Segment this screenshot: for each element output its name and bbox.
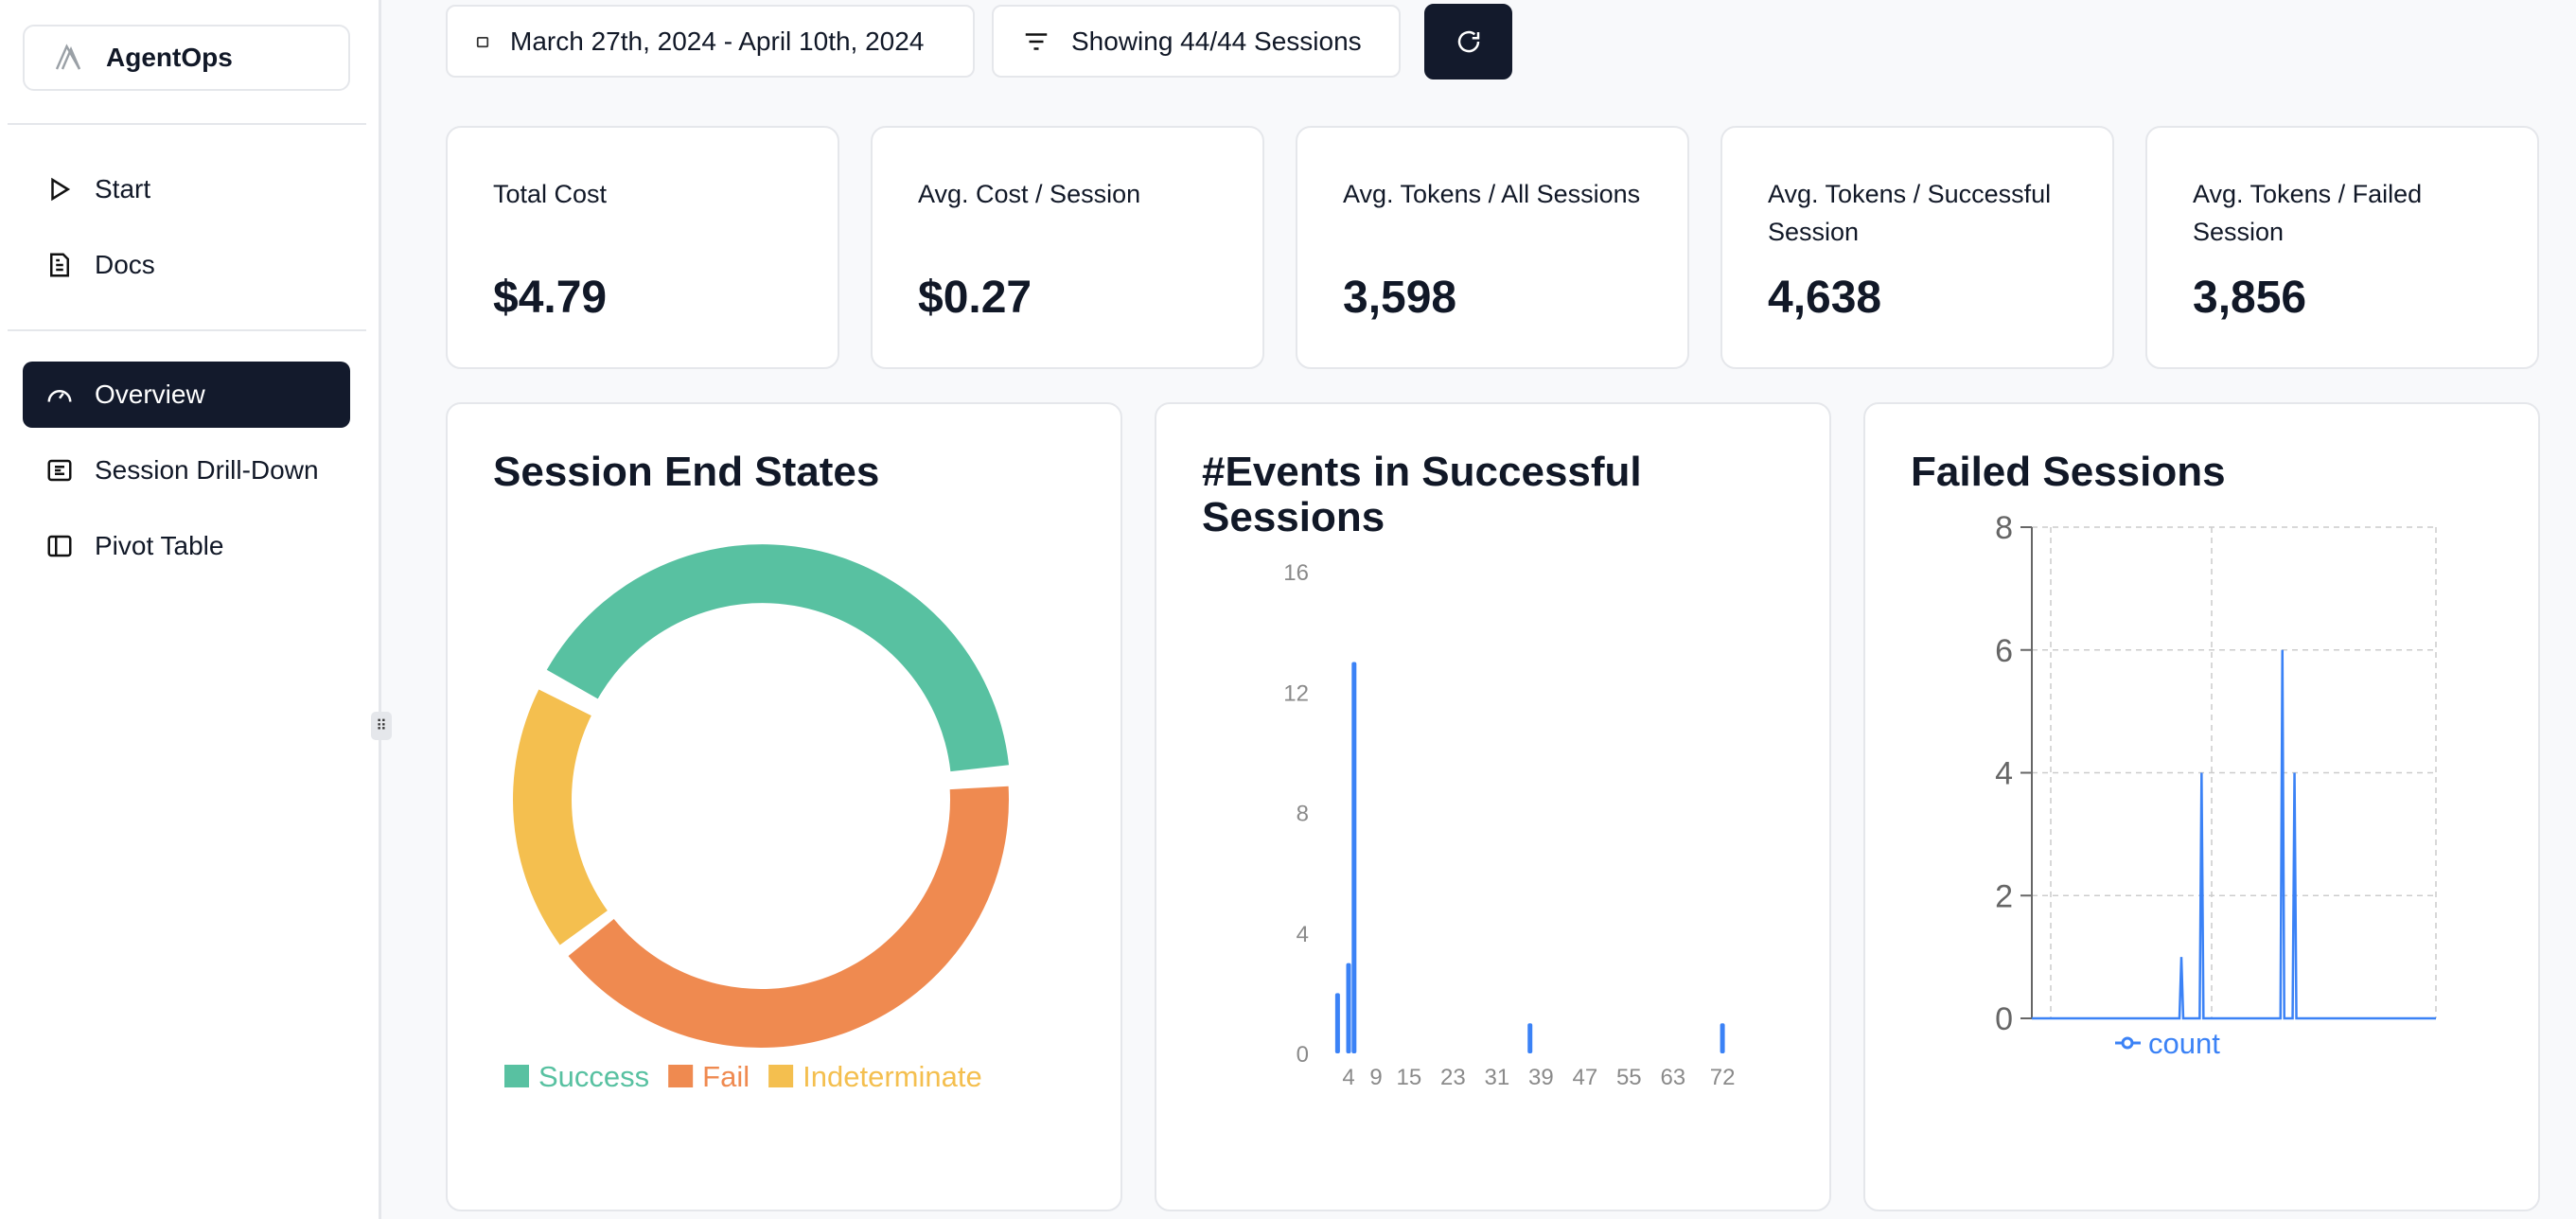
session-end-states-card: Session End States xyxy=(446,402,1122,1211)
refresh-button[interactable] xyxy=(1424,4,1512,80)
app-name: AgentOps xyxy=(106,43,233,72)
date-range-label: March 27th, 2024 - April 10th, 2024 xyxy=(510,26,925,56)
sidebar-item-pivot-table[interactable]: Pivot Table xyxy=(23,513,350,579)
chart-title: Session End States xyxy=(493,449,880,495)
kpi-label: Avg. Tokens / Failed Session xyxy=(2193,180,2423,246)
kpi-label: Avg. Tokens / Successful Session xyxy=(1768,180,2052,246)
sidebar-item-start[interactable]: Start xyxy=(23,156,350,222)
chart-title: Failed Sessions xyxy=(1911,449,2226,495)
kpi-value: 3,856 xyxy=(2193,273,2307,323)
sidebar-item-docs[interactable]: Docs xyxy=(23,232,350,298)
kpi-value: $4.79 xyxy=(493,273,608,323)
kpi-card: Avg. Tokens / All Sessions 3,598 xyxy=(1296,126,1689,369)
calendar-icon xyxy=(476,36,489,47)
sidebar-item-session-drill-down[interactable]: Session Drill-Down xyxy=(23,437,350,504)
refresh-icon xyxy=(1457,30,1479,53)
sidebar-item-label: Pivot Table xyxy=(95,531,224,560)
sidebar-item-label: Overview xyxy=(95,380,205,409)
sidebar-item-label: Docs xyxy=(95,250,155,279)
divider xyxy=(8,123,366,125)
sidebar-item-label: Session Drill-Down xyxy=(95,455,319,485)
failed-sessions-card: Failed Sessions xyxy=(1863,402,2540,1211)
kpi-card: Avg. Tokens / Failed Session 3,856 xyxy=(2145,126,2539,369)
kpi-card: Avg. Tokens / Successful Session 4,638 xyxy=(1720,126,2114,369)
sidebar-item-overview[interactable]: Overview xyxy=(23,362,350,428)
filter-icon xyxy=(1025,32,1048,50)
chart-title: #Events in Successful Sessions xyxy=(1202,449,1642,540)
play-icon xyxy=(51,177,71,202)
sidebar-item-label: Start xyxy=(95,174,151,203)
session-filter-button[interactable]: Showing 44/44 Sessions xyxy=(992,5,1401,78)
kpi-card: Total Cost $4.79 xyxy=(446,126,839,369)
divider xyxy=(8,329,366,331)
kpi-value: 3,598 xyxy=(1343,273,1457,323)
kpi-card: Avg. Cost / Session $0.27 xyxy=(871,126,1264,369)
app-logo-button[interactable]: AgentOps xyxy=(23,25,350,91)
kpi-label: Total Cost xyxy=(493,180,608,208)
date-range-picker[interactable]: March 27th, 2024 - April 10th, 2024 xyxy=(446,5,975,78)
agentops-logo-icon xyxy=(55,44,81,70)
gauge-icon xyxy=(47,390,72,402)
panel-icon xyxy=(47,535,72,557)
kpi-value: $0.27 xyxy=(918,273,1032,323)
kpi-value: 4,638 xyxy=(1768,273,1882,323)
sidebar: AgentOps Start Docs Overview Session Dri… xyxy=(0,0,381,1219)
kpi-label: Avg. Tokens / All Sessions xyxy=(1343,180,1641,208)
events-successful-sessions-card: #Events in Successful Sessions xyxy=(1155,402,1831,1211)
document-icon xyxy=(50,253,69,277)
list-icon xyxy=(47,459,72,482)
kpi-label: Avg. Cost / Session xyxy=(918,180,1141,208)
sidebar-resize-handle[interactable]: ⠿ xyxy=(371,712,392,740)
filter-label: Showing 44/44 Sessions xyxy=(1071,26,1362,56)
